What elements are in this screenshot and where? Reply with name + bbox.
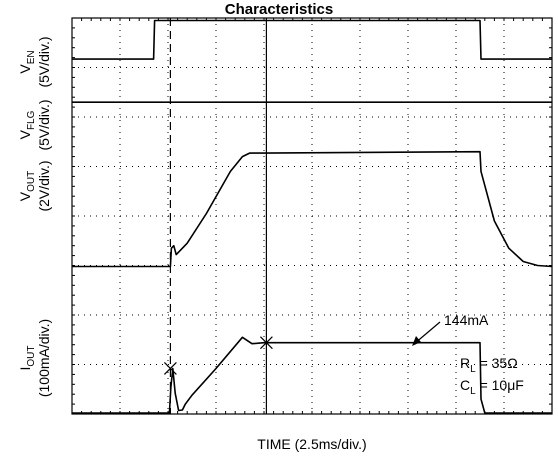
svg-text:(100mA/div.): (100mA/div.)	[36, 319, 52, 397]
annotation-iout-value: 144mA	[444, 312, 489, 328]
svg-text:VEN: VEN	[17, 50, 37, 73]
svg-text:(2V/div.): (2V/div.)	[36, 160, 52, 211]
trace-iout	[72, 336, 552, 414]
svg-text:(5V/div.): (5V/div.)	[36, 36, 52, 87]
trace-vout	[72, 150, 553, 268]
cursor-marker-1	[163, 362, 177, 375]
annotation-cl: CL = 10μF	[460, 377, 524, 397]
annotation-arrowhead	[412, 336, 421, 346]
grid	[71, 17, 553, 415]
svg-text:VFLG: VFLG	[17, 110, 37, 139]
channel-scale-vflg: (5V/div.)	[36, 99, 52, 150]
cursor-lines	[169, 18, 267, 414]
channel-label-iout: IOUT	[17, 346, 37, 371]
channel-label-ven: VEN	[17, 50, 37, 73]
svg-text:IOUT: IOUT	[17, 346, 37, 371]
channel-scale-ven: (5V/div.)	[36, 36, 52, 87]
marker-stroke	[163, 362, 177, 375]
marker-stroke	[259, 336, 273, 350]
chart-title: Characteristics	[224, 1, 334, 18]
cursor-marker-2	[259, 336, 273, 350]
traces	[72, 19, 553, 414]
svg-text:VOUT: VOUT	[17, 171, 37, 201]
channel-label-vflg: VFLG	[17, 110, 37, 139]
channel-scale-vout: (2V/div.)	[36, 160, 52, 211]
annotation-rl: RL = 35Ω	[460, 355, 518, 375]
svg-text:(5V/div.): (5V/div.)	[36, 99, 52, 150]
channel-label-vout: VOUT	[17, 171, 37, 201]
x-axis-label: TIME (2.5ms/div.)	[257, 436, 367, 452]
channel-scale-iout: (100mA/div.)	[36, 319, 52, 397]
cursor-markers	[163, 336, 273, 375]
trace-ven	[72, 19, 552, 60]
